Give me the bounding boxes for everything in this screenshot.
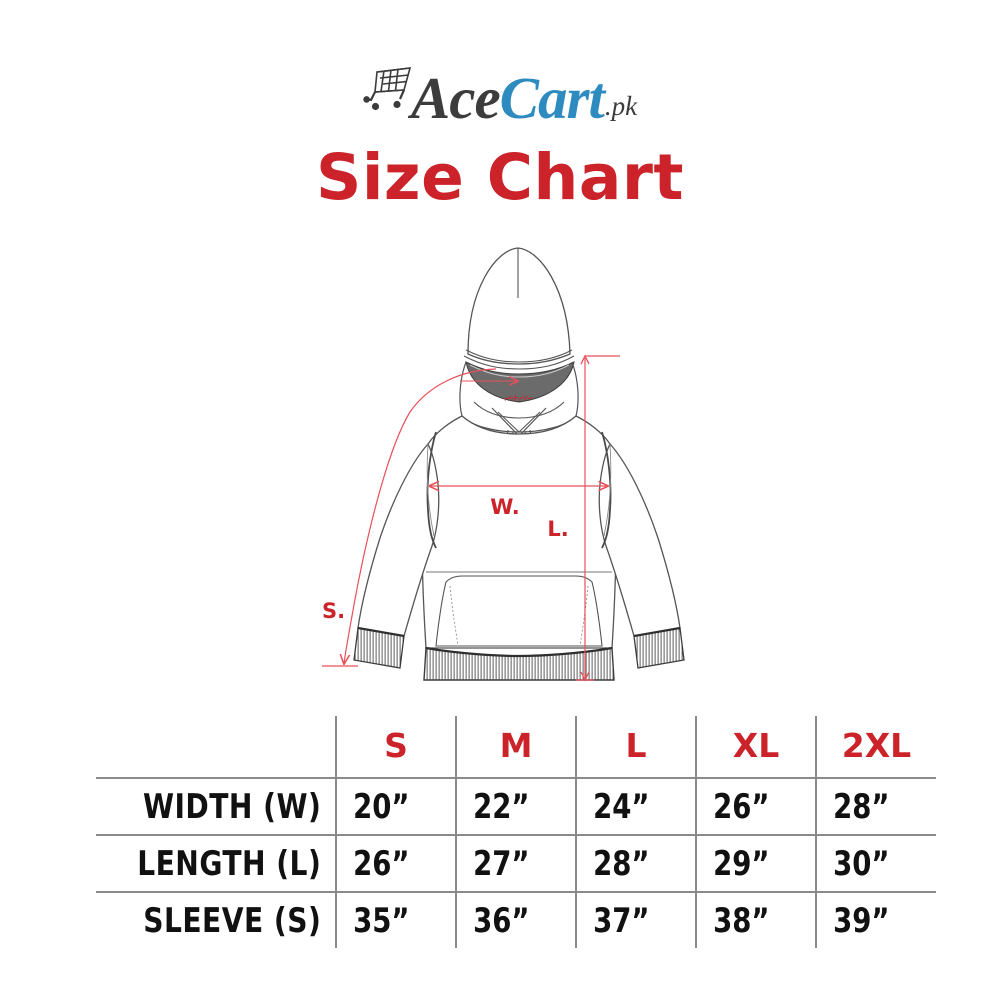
cell-length-s: 26”	[335, 834, 444, 892]
brand-word-ace: Ace	[410, 64, 501, 131]
width-measure-label: W.	[490, 495, 519, 519]
brand-logo: Ace Cart .pk	[0, 46, 1000, 131]
row-label-length: LENGTH (L)	[115, 834, 336, 892]
table-row-length: LENGTH (L) 26” 27” 28” 29” 30”	[96, 834, 936, 892]
brand-word-cart: Cart	[499, 64, 605, 131]
cell-length-xl: 29”	[695, 834, 804, 892]
size-header-s: S	[335, 716, 456, 778]
size-chart-table: S M L XL 2XL WIDTH (W) 20” 22” 24” 26” 2…	[96, 716, 936, 948]
cell-width-s: 20”	[335, 777, 444, 835]
length-measure-line: L.	[547, 354, 620, 682]
size-header-xl: XL	[695, 716, 816, 778]
page-title: Size Chart	[315, 141, 685, 214]
cell-sleeve-xl: 38”	[695, 891, 804, 948]
cell-width-m: 22”	[455, 777, 564, 835]
cell-length-2xl: 30”	[815, 834, 924, 892]
width-measure-line: W.	[430, 486, 608, 519]
sleeve-measure-label: S.	[322, 599, 345, 623]
cell-sleeve-s: 35”	[335, 891, 444, 948]
sleeve-measure-line: S.	[322, 368, 497, 667]
hoodie-body-outline	[353, 247, 685, 681]
cell-sleeve-2xl: 39”	[815, 891, 924, 948]
row-label-sleeve: SLEEVE (S)	[115, 891, 336, 948]
cell-width-l: 24”	[575, 777, 684, 835]
cell-sleeve-l: 37”	[575, 891, 684, 948]
size-header-2xl: 2XL	[815, 716, 936, 778]
cell-length-m: 27”	[455, 834, 564, 892]
cell-sleeve-m: 36”	[455, 891, 564, 948]
row-label-width: WIDTH (W)	[115, 777, 336, 835]
cell-length-l: 28”	[575, 834, 684, 892]
shopping-cart-icon	[363, 66, 415, 114]
cell-width-2xl: 28”	[815, 777, 924, 835]
brand-tld-suffix: .pk	[604, 91, 638, 121]
table-row-width: WIDTH (W) 20” 22” 24” 26” 28”	[96, 777, 936, 835]
hoodie-technical-drawing: S. W. L.	[300, 236, 720, 706]
table-corner-cell	[96, 716, 336, 778]
table-header-row: S M L XL 2XL	[96, 716, 936, 778]
cell-width-xl: 26”	[695, 777, 804, 835]
table-row-sleeve: SLEEVE (S) 35” 36” 37” 38” 39”	[96, 891, 936, 948]
collar-script-logo	[504, 394, 533, 402]
size-header-l: L	[575, 716, 696, 778]
length-measure-label: L.	[547, 517, 568, 541]
size-header-m: M	[455, 716, 576, 778]
